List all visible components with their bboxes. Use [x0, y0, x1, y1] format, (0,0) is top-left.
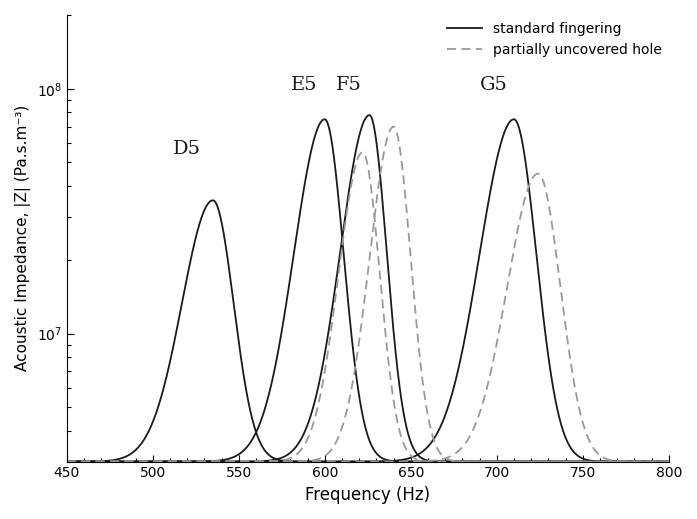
Legend: standard fingering, partially uncovered hole: standard fingering, partially uncovered …	[447, 22, 662, 57]
Text: E5: E5	[291, 76, 317, 94]
Text: F5: F5	[336, 76, 362, 94]
Y-axis label: Acoustic Impedance, |Z| (Pa.s.m⁻³): Acoustic Impedance, |Z| (Pa.s.m⁻³)	[15, 105, 31, 372]
Text: G5: G5	[480, 76, 507, 94]
X-axis label: Frequency (Hz): Frequency (Hz)	[305, 486, 430, 504]
Text: D5: D5	[173, 140, 201, 158]
